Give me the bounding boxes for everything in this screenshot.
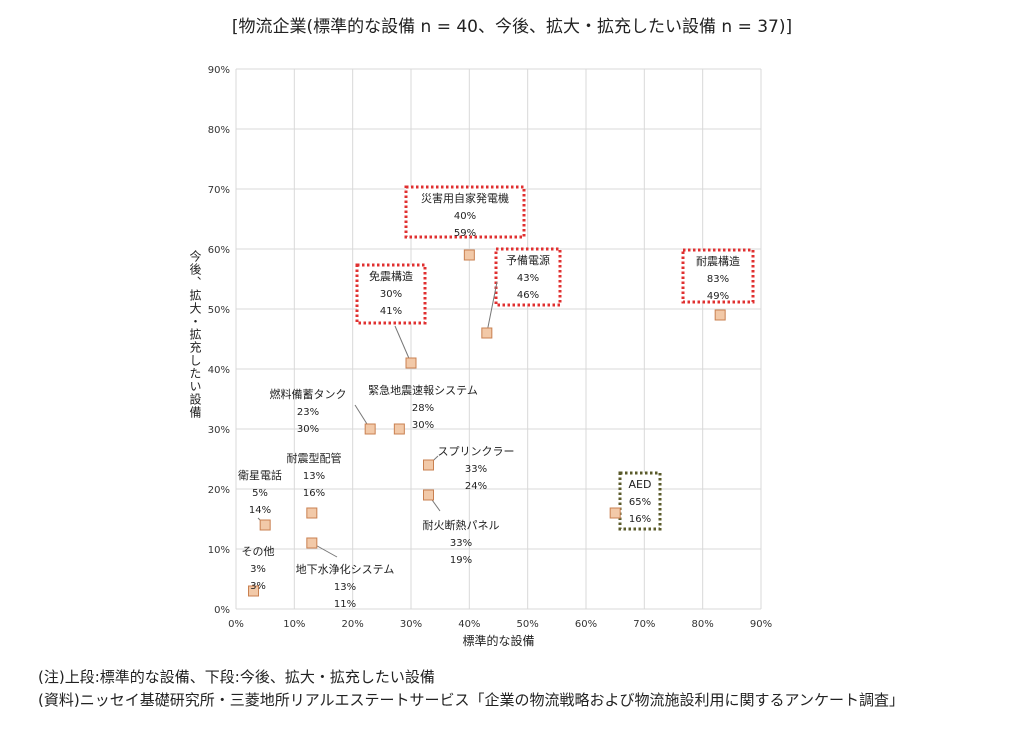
- data-point-12: [609, 507, 621, 519]
- point-value-label: 23%: [297, 407, 319, 418]
- highlight-boxes: [355, 185, 755, 531]
- source-line: (資料)ニッセイ基礎研究所・三菱地所リアルエステートサービス「企業の物流戦略およ…: [38, 691, 904, 709]
- y-axis-label: 今後、拡大・拡充したい設備: [188, 250, 202, 419]
- point-value-label: 5%: [252, 488, 268, 499]
- point-value-label: 16%: [303, 488, 325, 499]
- point-name-label: 耐震型配管: [287, 451, 342, 465]
- point-value-label: 3%: [250, 564, 266, 575]
- y-tick-label: 70%: [208, 185, 230, 196]
- leader-line: [486, 281, 498, 334]
- point-name-label: 燃料備蓄タンク: [270, 387, 347, 401]
- data-point-3: [405, 357, 417, 369]
- x-tick-label: 30%: [400, 619, 422, 630]
- point-name-label: 免震構造: [369, 269, 413, 283]
- chart-title: [物流企業(標準的な設備 n = 40、今後、拡大・拡充したい設備 n = 37…: [231, 17, 793, 37]
- leader-line: [394, 325, 412, 364]
- point-value-label: 41%: [380, 306, 402, 317]
- point-value-label: 16%: [629, 514, 651, 525]
- data-point-0: [463, 249, 475, 261]
- data-point-6: [423, 459, 434, 471]
- y-tick-label: 30%: [208, 425, 230, 436]
- x-tick-label: 50%: [517, 619, 539, 630]
- point-name-label: 衛星電話: [238, 468, 282, 482]
- highlight-box: [681, 248, 755, 304]
- point-value-label: 40%: [454, 211, 476, 222]
- x-tick-label: 90%: [750, 619, 772, 630]
- data-point-11: [248, 585, 259, 597]
- data-labels: 災害用自家発電機 40% 59% 予備電源 43% 46% 耐震構造 83% 49% 免震構造 30…: [238, 191, 740, 610]
- x-tick-label: 80%: [692, 619, 714, 630]
- data-point-4: [364, 423, 376, 435]
- point-value-label: 30%: [380, 289, 402, 300]
- tick-labels: 0% 0% 10% 10% 20% 20% 30% 30% 40% 40% 50% 50% 60% 60%…: [208, 65, 772, 630]
- point-value-label: 33%: [465, 464, 487, 475]
- point-value-label: 3%: [250, 581, 266, 592]
- point-value-label: 59%: [454, 228, 476, 239]
- point-value-label: 43%: [517, 273, 539, 284]
- point-value-label: 49%: [707, 291, 729, 302]
- point-value-label: 65%: [629, 497, 651, 508]
- point-name-label: 災害用自家発電機: [421, 191, 509, 205]
- y-tick-label: 20%: [208, 485, 230, 496]
- point-value-label: 33%: [450, 538, 472, 549]
- point-value-label: 83%: [707, 274, 729, 285]
- y-tick-label: 90%: [208, 65, 230, 76]
- footnotes: (注)上段:標準的な設備、下段:今後、拡大・拡充したい設備 (資料)ニッセイ基礎…: [38, 666, 904, 712]
- data-point-7: [423, 489, 434, 501]
- data-point-10: [306, 537, 318, 549]
- point-value-label: 24%: [465, 481, 487, 492]
- point-name-label: AED: [629, 478, 652, 491]
- y-tick-label: 10%: [208, 545, 230, 556]
- point-name-label: その他: [242, 545, 275, 558]
- x-tick-label: 20%: [342, 619, 364, 630]
- x-tick-label: 10%: [283, 619, 305, 630]
- x-axis-label: 標準的な設備: [462, 634, 535, 648]
- y-tick-label: 40%: [208, 365, 230, 376]
- point-value-label: 28%: [412, 403, 434, 414]
- y-tick-label: 0%: [214, 605, 230, 616]
- x-tick-label: 60%: [575, 619, 597, 630]
- data-point-9: [259, 519, 271, 531]
- data-points: [248, 249, 726, 597]
- point-value-label: 30%: [297, 424, 319, 435]
- x-tick-label: 0%: [228, 619, 244, 630]
- x-tick-label: 70%: [633, 619, 655, 630]
- point-value-label: 30%: [412, 420, 434, 431]
- point-name-label: 耐震構造: [696, 254, 740, 268]
- highlight-box: [404, 185, 526, 239]
- note-line: (注)上段:標準的な設備、下段:今後、拡大・拡充したい設備: [38, 668, 435, 686]
- highlight-box: [355, 263, 427, 325]
- point-value-label: 14%: [249, 505, 271, 516]
- data-point-8: [306, 507, 318, 519]
- y-tick-label: 50%: [208, 305, 230, 316]
- point-value-label: 11%: [334, 599, 356, 610]
- point-name-label: スプリンクラー: [438, 445, 515, 458]
- data-point-2: [714, 309, 726, 321]
- point-name-label: 地下水浄化システム: [296, 562, 395, 576]
- y-tick-label: 80%: [208, 125, 230, 136]
- grid: [235, 68, 762, 610]
- point-value-label: 46%: [517, 290, 539, 301]
- highlight-box: [618, 471, 662, 531]
- point-name-label: 緊急地震速報システム: [368, 383, 478, 397]
- data-point-5: [393, 423, 405, 435]
- point-value-label: 13%: [334, 582, 356, 593]
- leader-lines: [253, 281, 498, 592]
- point-value-label: 19%: [450, 555, 472, 566]
- highlight-box: [494, 247, 562, 307]
- y-tick-label: 60%: [208, 245, 230, 256]
- data-point-1: [481, 327, 493, 339]
- point-name-label: 予備電源: [506, 253, 550, 267]
- point-name-label: 耐火断熱パネル: [423, 518, 500, 532]
- point-value-label: 13%: [303, 471, 325, 482]
- x-tick-label: 40%: [458, 619, 480, 630]
